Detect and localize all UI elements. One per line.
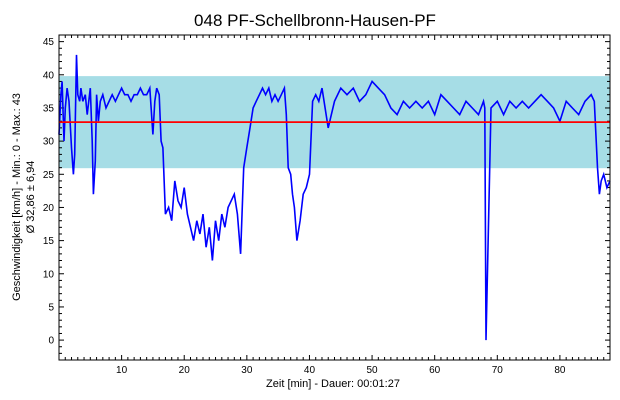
- plot-area: 10 20 30 40 50 60 70 80 0 5 10 15 20 25 30 35 40 45: [43, 34, 611, 376]
- y-tick-label: 45: [43, 37, 55, 48]
- y-tick-label: 20: [43, 203, 55, 214]
- x-axis-label: Zeit [min] - Dauer: 00:01:27: [266, 378, 400, 390]
- plot-frame: [58, 34, 611, 361]
- y-tick-label: 30: [43, 137, 55, 148]
- y-axis-label: Geschwindigkeit [km/h] - Min.: 0 - Max.:…: [11, 93, 23, 301]
- x-tick-label: 40: [304, 365, 316, 376]
- x-tick-label: 70: [492, 365, 504, 376]
- x-tick-label: 80: [554, 365, 566, 376]
- y-tick-label: 15: [43, 236, 55, 247]
- x-tick-label: 30: [241, 365, 253, 376]
- y-tick-label: 0: [48, 336, 54, 347]
- y-axis-stats-label: Ø 32,86 ± 6,94: [25, 161, 37, 234]
- x-tick-label: 10: [116, 365, 128, 376]
- y-tick-label: 10: [43, 269, 55, 280]
- y-tick-label: 35: [43, 103, 55, 114]
- y-tick-label: 40: [43, 70, 55, 81]
- x-tick-label: 50: [367, 365, 379, 376]
- speed-series-line: [58, 54, 611, 341]
- y-tick-label: 5: [48, 302, 54, 313]
- chart-title: 048 PF-Schellbronn-Hausen-PF: [194, 11, 436, 30]
- y-tick-label: 25: [43, 170, 55, 181]
- x-tick-label: 20: [179, 365, 191, 376]
- x-tick-label: 60: [429, 365, 441, 376]
